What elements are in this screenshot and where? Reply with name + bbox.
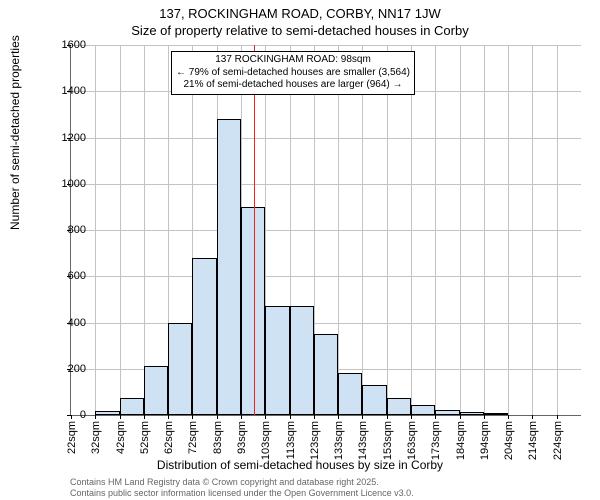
chart-footer: Contains HM Land Registry data © Crown c… — [70, 477, 414, 498]
chart-title-sub: Size of property relative to semi-detach… — [0, 23, 600, 38]
xtick-mark — [435, 415, 436, 419]
gridline-v — [484, 45, 485, 415]
histogram-bar — [168, 323, 192, 416]
xtick-mark — [338, 415, 339, 419]
xtick-label: 123sqm — [309, 421, 321, 461]
gridline-v — [460, 45, 461, 415]
annotation-line2: ← 79% of semi-detached houses are smalle… — [176, 67, 410, 80]
plot-area: 137 ROCKINGHAM ROAD: 98sqm ← 79% of semi… — [70, 45, 581, 416]
xtick-mark — [411, 415, 412, 419]
xtick-label: 194sqm — [479, 421, 491, 461]
gridline-h — [71, 323, 581, 324]
histogram-bar — [290, 306, 314, 415]
histogram-bar — [460, 412, 484, 415]
reference-vline — [254, 45, 255, 415]
gridline-h — [71, 138, 581, 139]
histogram-bar — [338, 373, 362, 415]
ytick-label: 200 — [46, 363, 86, 375]
xtick-label: 22sqm — [66, 421, 78, 461]
xtick-label: 224sqm — [552, 421, 564, 461]
gridline-v — [120, 45, 121, 415]
xtick-label: 163sqm — [406, 421, 418, 461]
gridline-v — [411, 45, 412, 415]
gridline-h — [71, 45, 581, 46]
gridline-h — [71, 230, 581, 231]
gridline-v — [387, 45, 388, 415]
ytick-label: 800 — [46, 224, 86, 236]
histogram-bar — [217, 119, 241, 415]
xtick-mark — [265, 415, 266, 419]
xtick-label: 133sqm — [333, 421, 345, 461]
xtick-mark — [290, 415, 291, 419]
xtick-mark — [192, 415, 193, 419]
gridline-v — [95, 45, 96, 415]
xtick-label: 143sqm — [357, 421, 369, 461]
histogram-bar — [484, 413, 508, 415]
gridline-v — [508, 45, 509, 415]
xtick-label: 153sqm — [382, 421, 394, 461]
annotation-line3: 21% of semi-detached houses are larger (… — [176, 79, 410, 92]
gridline-v — [557, 45, 558, 415]
histogram-bar — [314, 334, 338, 415]
xtick-mark — [217, 415, 218, 419]
gridline-h — [71, 276, 581, 277]
xtick-label: 173sqm — [430, 421, 442, 461]
histogram-bar — [387, 398, 411, 415]
xtick-label: 83sqm — [212, 421, 224, 461]
xtick-mark — [241, 415, 242, 419]
xtick-mark — [508, 415, 509, 419]
ytick-label: 1000 — [46, 178, 86, 190]
histogram-bar — [95, 411, 119, 415]
xtick-mark — [120, 415, 121, 419]
xtick-label: 52sqm — [139, 421, 151, 461]
xtick-label: 113sqm — [285, 421, 297, 461]
xtick-mark — [387, 415, 388, 419]
footer-line2: Contains public sector information licen… — [70, 488, 414, 498]
annotation-line1: 137 ROCKINGHAM ROAD: 98sqm — [176, 54, 410, 67]
xtick-mark — [557, 415, 558, 419]
xtick-label: 103sqm — [260, 421, 272, 461]
xtick-mark — [460, 415, 461, 419]
xtick-mark — [532, 415, 533, 419]
footer-line1: Contains HM Land Registry data © Crown c… — [70, 477, 414, 487]
xtick-mark — [168, 415, 169, 419]
gridline-v — [338, 45, 339, 415]
xtick-mark — [314, 415, 315, 419]
xtick-mark — [362, 415, 363, 419]
histogram-bar — [411, 405, 435, 415]
gridline-h — [71, 184, 581, 185]
xtick-mark — [484, 415, 485, 419]
gridline-v — [435, 45, 436, 415]
histogram-bar — [120, 398, 144, 415]
xtick-label: 204sqm — [503, 421, 515, 461]
gridline-v — [532, 45, 533, 415]
xtick-label: 42sqm — [115, 421, 127, 461]
ytick-label: 400 — [46, 317, 86, 329]
histogram-bar — [192, 258, 216, 415]
y-axis-label: Number of semi-detached properties — [8, 35, 22, 230]
xtick-label: 184sqm — [455, 421, 467, 461]
chart-title-main: 137, ROCKINGHAM ROAD, CORBY, NN17 1JW — [0, 6, 600, 21]
histogram-bar — [265, 306, 289, 415]
ytick-label: 600 — [46, 270, 86, 282]
xtick-label: 93sqm — [236, 421, 248, 461]
xtick-mark — [144, 415, 145, 419]
gridline-v — [144, 45, 145, 415]
xtick-label: 32sqm — [90, 421, 102, 461]
xtick-label: 214sqm — [527, 421, 539, 461]
annotation-box: 137 ROCKINGHAM ROAD: 98sqm ← 79% of semi… — [171, 51, 415, 95]
gridline-v — [362, 45, 363, 415]
ytick-label: 0 — [46, 409, 86, 421]
xtick-label: 62sqm — [163, 421, 175, 461]
xtick-label: 72sqm — [187, 421, 199, 461]
histogram-bar — [144, 366, 168, 415]
ytick-label: 1600 — [46, 39, 86, 51]
ytick-label: 1400 — [46, 85, 86, 97]
histogram-bar — [435, 410, 459, 415]
ytick-label: 1200 — [46, 132, 86, 144]
histogram-bar — [362, 385, 386, 415]
xtick-mark — [95, 415, 96, 419]
